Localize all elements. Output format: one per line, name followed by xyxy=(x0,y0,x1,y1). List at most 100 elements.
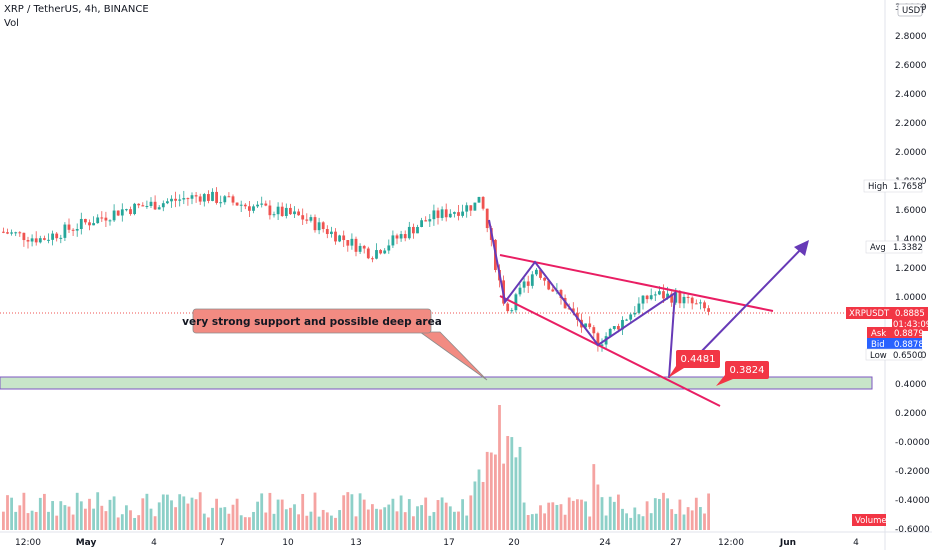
candle-body xyxy=(612,326,616,329)
candle-body xyxy=(194,195,198,197)
currency-button[interactable]: USDT xyxy=(897,3,926,17)
volume-bar xyxy=(211,507,214,530)
candle-body xyxy=(391,235,395,246)
candle-body xyxy=(231,196,235,203)
candle-body xyxy=(690,297,694,304)
candle-body xyxy=(686,296,690,298)
volume-bar xyxy=(330,515,333,530)
price-tick-label: -0.0000 xyxy=(895,438,930,448)
volume-bar xyxy=(428,515,432,530)
volume-bar xyxy=(112,496,116,530)
volume-bar xyxy=(289,507,292,530)
chart-title: XRP / TetherUS, 4h, BINANCE xyxy=(4,4,149,15)
volume-bar xyxy=(686,507,690,530)
price-tick-label: 1.6000 xyxy=(895,206,927,216)
candle-body xyxy=(559,289,563,298)
price-axis[interactable]: 3.00002.80002.60002.40002.20002.00001.80… xyxy=(895,3,930,535)
volume-bar xyxy=(182,496,186,530)
candle-body xyxy=(243,204,247,207)
candle-body xyxy=(436,210,440,218)
candle-body xyxy=(617,326,620,330)
volume-bar xyxy=(563,514,567,530)
candle-body xyxy=(79,218,83,230)
volume-bar xyxy=(551,502,555,530)
candle-body xyxy=(55,233,59,239)
volume-bar xyxy=(317,516,321,530)
volume-bar xyxy=(510,437,514,530)
volume-bar xyxy=(699,507,702,530)
svg-text:High: High xyxy=(868,182,888,192)
volume-bar xyxy=(63,505,67,530)
svg-text:0.8879: 0.8879 xyxy=(894,329,924,339)
volume-label: Volume xyxy=(852,514,887,526)
price-tick-label: 1.2000 xyxy=(895,264,927,274)
time-tick-label: 27 xyxy=(670,538,681,548)
volume-bar xyxy=(592,464,596,530)
volume-bar xyxy=(600,497,604,530)
volume-bar xyxy=(116,517,120,530)
candle-body xyxy=(571,308,575,313)
volume-bar xyxy=(571,500,575,530)
svg-text:Bid: Bid xyxy=(871,340,885,350)
candle-body xyxy=(43,238,46,240)
volume-bar xyxy=(522,502,526,530)
candle-body xyxy=(100,217,104,219)
time-tick-label: 17 xyxy=(443,538,454,548)
time-axis[interactable]: 12:00 May 4 7 10 13 17 20 24 27 12:00 Jun 4 xyxy=(15,538,859,548)
volume-bar xyxy=(100,505,104,530)
volume-bar xyxy=(391,498,395,530)
volume-bar xyxy=(424,497,428,530)
volume-bar xyxy=(198,492,202,530)
candle-body xyxy=(473,202,477,211)
volume-bar xyxy=(494,454,497,530)
volume-bar xyxy=(461,499,464,530)
svg-text:Avg: Avg xyxy=(870,243,886,253)
candle-body xyxy=(280,206,284,216)
volume-bar xyxy=(297,514,300,530)
channel-lower-line xyxy=(499,295,721,407)
candle-body xyxy=(567,308,571,310)
candle-body xyxy=(432,210,436,220)
candle-body xyxy=(272,214,276,216)
volume-bar xyxy=(34,511,38,530)
candle-body xyxy=(387,245,391,251)
candle-body xyxy=(153,201,157,210)
volume-bar xyxy=(284,509,288,530)
candle-body xyxy=(325,229,329,235)
target-label-2-box xyxy=(725,361,769,379)
candle-body xyxy=(51,233,54,240)
svg-text:0.6500: 0.6500 xyxy=(893,351,923,361)
volume-bar xyxy=(325,512,329,530)
candle-body xyxy=(10,232,13,234)
candle-body xyxy=(104,217,108,221)
volume-bar xyxy=(14,511,18,530)
candle-body xyxy=(539,269,542,278)
volume-bar xyxy=(334,517,337,530)
candle-body xyxy=(182,198,186,200)
candle-body xyxy=(239,204,243,206)
volume-bar xyxy=(625,513,628,530)
candle-body xyxy=(256,204,259,207)
volume-bar xyxy=(436,500,440,530)
volume-bar xyxy=(276,499,280,530)
candle-body xyxy=(207,194,210,201)
candle-body xyxy=(641,295,645,304)
volume-bar xyxy=(108,499,112,530)
candle-body xyxy=(469,205,473,211)
svg-text:1.3382: 1.3382 xyxy=(893,243,923,253)
candle-body xyxy=(342,235,346,241)
projection-arrow xyxy=(697,243,807,356)
volume-bar xyxy=(354,516,358,530)
volume-bar xyxy=(231,504,235,530)
volume-bar xyxy=(694,497,698,530)
volume-bar xyxy=(243,517,247,530)
candle-body xyxy=(653,294,657,296)
candle-body xyxy=(485,208,489,229)
candle-body xyxy=(34,238,38,243)
candle-body xyxy=(260,203,264,205)
volume-bar xyxy=(248,517,251,530)
volume-bar xyxy=(207,517,210,530)
svg-text:0.8885: 0.8885 xyxy=(895,309,925,319)
candle-body xyxy=(174,198,177,201)
